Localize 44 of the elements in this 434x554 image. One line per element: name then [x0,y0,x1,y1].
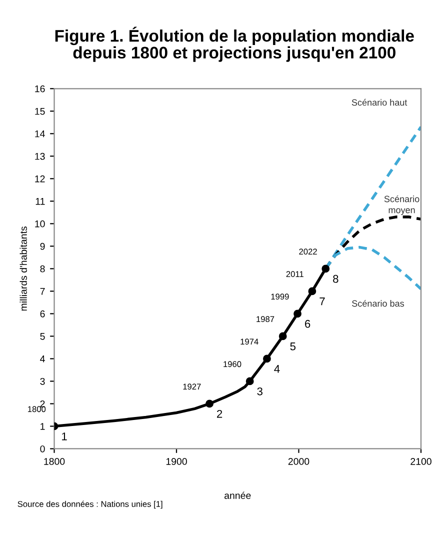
y-tick-label: 0 [40,445,45,452]
text: Scénario haut [352,98,408,106]
y-tick-label: 12 [35,175,45,182]
data-label: 4 [274,365,280,373]
data-label: 2 [217,410,222,418]
y-tick-label: 14 [35,130,45,138]
annotation: 1927 [183,384,201,390]
y-tick-label: 4 [40,356,45,362]
y-tick-label: 8 [40,265,45,272]
y-tick-label: 1 [40,423,45,430]
data-label: 1 [62,432,67,440]
y-tick-label: 16 [35,85,45,92]
y-tick-label: 15 [35,108,45,115]
y-tick-label: 2 [40,400,45,408]
y-tick-label: 7 [40,288,45,295]
x-axis-title: année [224,492,251,499]
text: Scénario bas [352,300,404,307]
y-tick-label: 9 [40,242,45,250]
annotation: 1800 [28,406,46,412]
y-tick-label: 13 [35,152,45,160]
chart-title: Figure 1. Évolution de la population mondiale depuis 1800 et projections jusqu'en 2100 [55,26,414,62]
y-tick-label: 6 [40,310,45,318]
annotation: 2011 [286,271,304,278]
annotation: 1987 [256,316,274,322]
x-tick-label: 1900 [166,458,187,465]
annotation: 2022 [299,248,317,255]
data-label: 7 [320,298,325,306]
y-tick-label: 3 [40,378,45,385]
annotation: 1974 [240,338,258,345]
source-note: Source des données : Nations unies [1] [18,500,162,509]
annotation: 1999 [271,294,289,300]
x-tick-label: 2000 [288,458,310,465]
data-label: 3 [257,387,262,396]
x-tick-label: 2100 [410,458,432,465]
x-tick-label: 1800 [44,458,65,465]
y-tick-label: 5 [40,333,45,340]
data-label: 5 [290,342,296,350]
y-tick-label: 11 [36,198,45,205]
y-tick-label: 10 [35,220,45,228]
data-label: 8 [333,274,338,283]
series-label: Scénario moyen [384,195,420,216]
annotation: 1960 [224,361,242,368]
data-label: 6 [305,320,310,328]
y-axis-title: milliards d'habitants [20,226,27,311]
